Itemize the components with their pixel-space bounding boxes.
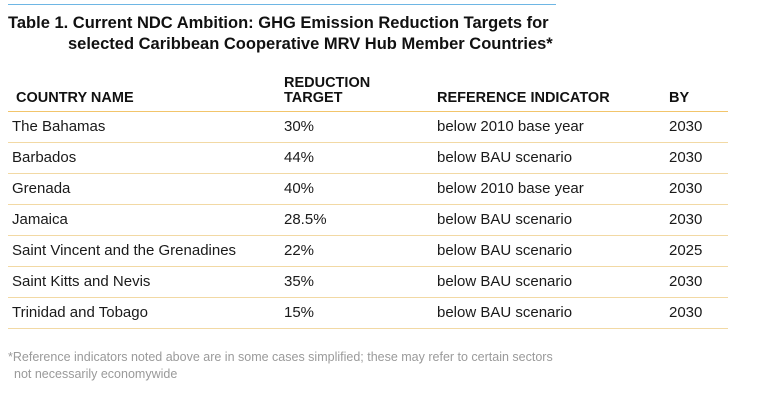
ndc-targets-table: COUNTRY NAME REDUCTION TARGET REFERENCE … xyxy=(8,75,728,329)
country-name-cell: Trinidad and Tobago xyxy=(12,304,148,321)
target-year-cell: 2030 xyxy=(669,149,703,166)
country-name-cell: Saint Vincent and the Grenadines xyxy=(12,242,237,259)
table-row: Grenada 40% below 2010 base year 2030 xyxy=(8,174,728,205)
reference-indicator-cell: below BAU scenario xyxy=(437,149,573,166)
country-name-cell: Barbados xyxy=(12,149,77,166)
target-year-cell: 2030 xyxy=(669,304,703,321)
footnote-line-2: not necessarily economywide xyxy=(14,367,178,381)
country-name-cell: Jamaica xyxy=(12,211,68,228)
target-year-cell: 2030 xyxy=(669,118,703,135)
reference-indicator-cell: below BAU scenario xyxy=(437,242,573,259)
target-year-cell: 2030 xyxy=(669,273,703,290)
country-name-cell: The Bahamas xyxy=(12,118,106,135)
target-year-cell: 2025 xyxy=(669,242,703,259)
reduction-target-cell: 28.5% xyxy=(284,211,327,228)
table-title-line-1: Table 1. Current NDC Ambition: GHG Emiss… xyxy=(8,14,549,32)
reduction-target-cell: 22% xyxy=(284,242,315,259)
table-header-row: COUNTRY NAME REDUCTION TARGET REFERENCE … xyxy=(8,75,728,112)
column-header-by: BY xyxy=(669,90,690,106)
table-row: Jamaica 28.5% below BAU scenario 2030 xyxy=(8,205,728,236)
target-year-cell: 2030 xyxy=(669,211,703,228)
country-name-cell: Grenada xyxy=(12,180,71,197)
column-header-reference-indicator: REFERENCE INDICATOR xyxy=(437,90,610,106)
table-title: Table 1. Current NDC Ambition: GHG Emiss… xyxy=(8,13,648,55)
reduction-target-cell: 44% xyxy=(284,149,315,166)
table-row: The Bahamas 30% below 2010 base year 203… xyxy=(8,112,728,143)
table-row: Saint Vincent and the Grenadines 22% bel… xyxy=(8,236,728,267)
table-title-line-2: selected Caribbean Cooperative MRV Hub M… xyxy=(68,35,553,53)
table-row: Saint Kitts and Nevis 35% below BAU scen… xyxy=(8,267,728,298)
reference-indicator-cell: below BAU scenario xyxy=(437,273,573,290)
reference-indicator-cell: below 2010 base year xyxy=(437,180,584,197)
reference-indicator-cell: below BAU scenario xyxy=(437,211,573,228)
reduction-target-cell: 30% xyxy=(284,118,315,135)
column-header-reduction-target: REDUCTION TARGET xyxy=(284,75,371,106)
target-year-cell: 2030 xyxy=(669,180,703,197)
table-footnote: *Reference indicators noted above are in… xyxy=(8,349,668,383)
reduction-target-cell: 35% xyxy=(284,273,315,290)
column-header-country-name: COUNTRY NAME xyxy=(16,90,134,106)
table-row: Trinidad and Tobago 15% below BAU scenar… xyxy=(8,298,728,329)
footnote-line-1: *Reference indicators noted above are in… xyxy=(8,350,553,364)
reference-indicator-cell: below 2010 base year xyxy=(437,118,584,135)
reduction-target-cell: 15% xyxy=(284,304,315,321)
table-row: Barbados 44% below BAU scenario 2030 xyxy=(8,143,728,174)
reference-indicator-cell: below BAU scenario xyxy=(437,304,573,321)
country-name-cell: Saint Kitts and Nevis xyxy=(12,273,151,290)
reduction-target-cell: 40% xyxy=(284,180,315,197)
title-top-rule xyxy=(8,4,556,5)
